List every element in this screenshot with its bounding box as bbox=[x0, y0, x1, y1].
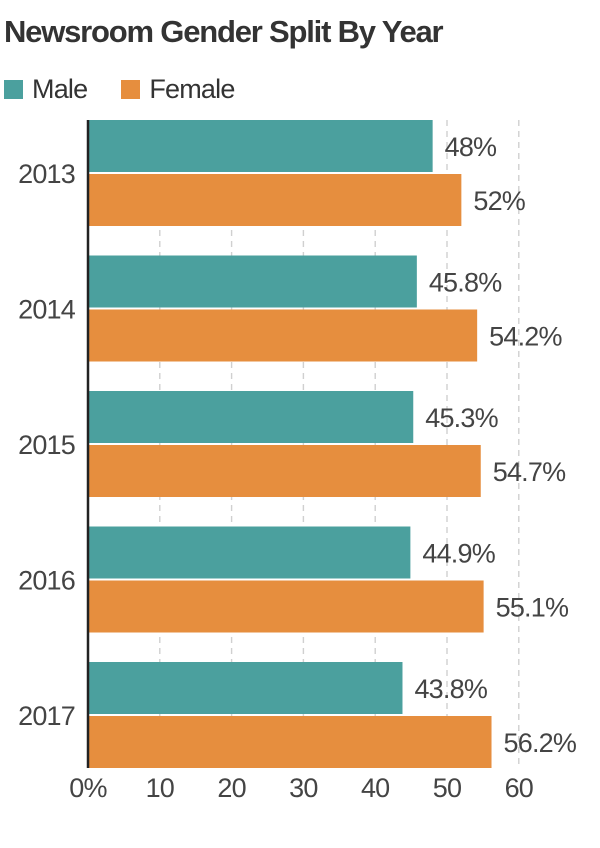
x-tick-label: 50 bbox=[433, 773, 461, 803]
data-label-female: 52% bbox=[473, 186, 525, 216]
x-tick-label: 20 bbox=[217, 773, 245, 803]
y-tick-label: 2016 bbox=[18, 566, 75, 596]
legend-swatch-female bbox=[121, 79, 141, 99]
y-tick-label: 2015 bbox=[18, 430, 75, 460]
bar-female bbox=[88, 445, 481, 497]
bar-female bbox=[88, 580, 484, 633]
bar-male bbox=[88, 391, 414, 443]
data-label-male: 44.9% bbox=[422, 539, 495, 569]
bar-female bbox=[88, 716, 492, 768]
bar-male bbox=[88, 662, 403, 714]
data-label-male: 48% bbox=[445, 132, 497, 162]
x-tick-label: 60 bbox=[505, 773, 533, 803]
bar-female bbox=[88, 309, 478, 362]
legend-item-female: Female bbox=[121, 73, 235, 105]
legend-item-male: Male bbox=[4, 73, 88, 105]
bar-male bbox=[88, 120, 433, 172]
data-label-female: 54.7% bbox=[493, 457, 566, 487]
x-tick-label: 0% bbox=[69, 773, 107, 803]
legend-label-female: Female bbox=[149, 73, 235, 104]
legend: Male Female bbox=[4, 74, 269, 104]
data-label-female: 54.2% bbox=[489, 322, 562, 352]
y-tick-label: 2013 bbox=[18, 159, 75, 189]
data-label-male: 43.8% bbox=[414, 674, 487, 704]
data-label-female: 55.1% bbox=[496, 593, 569, 623]
y-tick-label: 2017 bbox=[18, 701, 75, 731]
x-tick-label: 30 bbox=[289, 773, 317, 803]
x-tick-label: 10 bbox=[146, 773, 174, 803]
chart-title: Newsroom Gender Split By Year bbox=[4, 14, 444, 49]
y-tick-label: 2014 bbox=[18, 295, 76, 325]
data-label-male: 45.3% bbox=[425, 403, 498, 433]
bar-male bbox=[88, 255, 417, 308]
data-label-male: 45.8% bbox=[429, 268, 502, 298]
bar-female bbox=[88, 174, 462, 226]
legend-swatch-male bbox=[4, 79, 23, 99]
legend-label-male: Male bbox=[32, 73, 88, 104]
bar-male bbox=[88, 526, 411, 579]
x-tick-label: 40 bbox=[361, 773, 389, 803]
data-label-female: 56.2% bbox=[504, 728, 577, 758]
